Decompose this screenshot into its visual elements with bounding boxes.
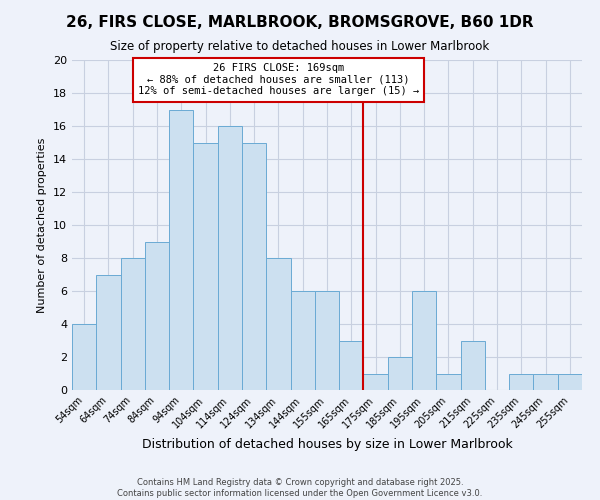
- Bar: [96, 274, 121, 390]
- Bar: [364, 374, 388, 390]
- Bar: [412, 291, 436, 390]
- Text: Size of property relative to detached houses in Lower Marlbrook: Size of property relative to detached ho…: [110, 40, 490, 53]
- Bar: [436, 374, 461, 390]
- Bar: [461, 340, 485, 390]
- Bar: [242, 142, 266, 390]
- Bar: [266, 258, 290, 390]
- Bar: [339, 340, 364, 390]
- Bar: [509, 374, 533, 390]
- Bar: [193, 142, 218, 390]
- Bar: [169, 110, 193, 390]
- Bar: [558, 374, 582, 390]
- Bar: [388, 357, 412, 390]
- Text: Contains HM Land Registry data © Crown copyright and database right 2025.
Contai: Contains HM Land Registry data © Crown c…: [118, 478, 482, 498]
- Bar: [145, 242, 169, 390]
- Bar: [533, 374, 558, 390]
- Bar: [218, 126, 242, 390]
- Bar: [121, 258, 145, 390]
- Y-axis label: Number of detached properties: Number of detached properties: [37, 138, 47, 312]
- Text: 26 FIRS CLOSE: 169sqm
← 88% of detached houses are smaller (113)
12% of semi-det: 26 FIRS CLOSE: 169sqm ← 88% of detached …: [138, 64, 419, 96]
- Bar: [72, 324, 96, 390]
- Bar: [290, 291, 315, 390]
- Text: 26, FIRS CLOSE, MARLBROOK, BROMSGROVE, B60 1DR: 26, FIRS CLOSE, MARLBROOK, BROMSGROVE, B…: [66, 15, 534, 30]
- Bar: [315, 291, 339, 390]
- X-axis label: Distribution of detached houses by size in Lower Marlbrook: Distribution of detached houses by size …: [142, 438, 512, 451]
